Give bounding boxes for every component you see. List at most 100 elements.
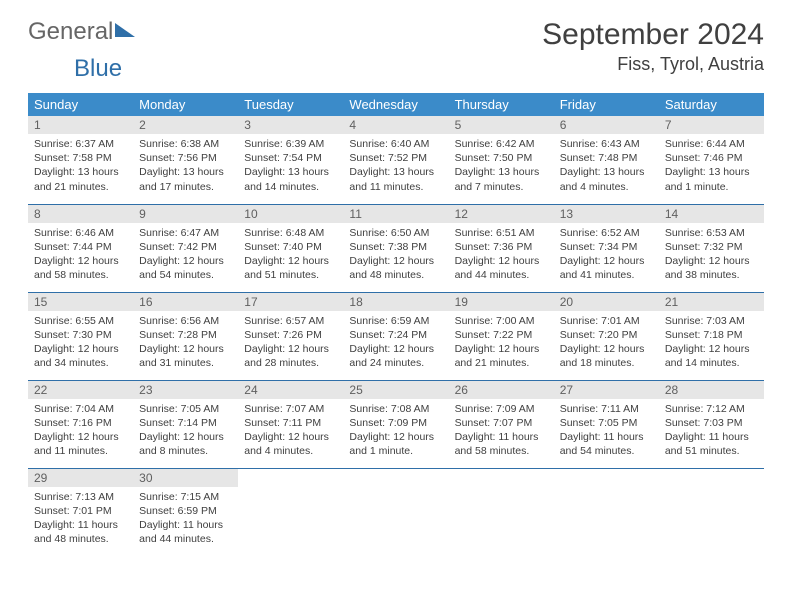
daylight-text: Daylight: 13 hours [34, 165, 127, 179]
weekday-header: Thursday [449, 93, 554, 116]
day-detail: Sunrise: 6:52 AMSunset: 7:34 PMDaylight:… [554, 223, 659, 287]
weekday-header: Saturday [659, 93, 764, 116]
day-cell [343, 468, 448, 556]
day-number: 26 [449, 381, 554, 399]
day-cell [449, 468, 554, 556]
day-number: 23 [133, 381, 238, 399]
sunset-text: Sunset: 7:38 PM [349, 240, 442, 254]
day-cell: 8Sunrise: 6:46 AMSunset: 7:44 PMDaylight… [28, 204, 133, 292]
day-number: 8 [28, 205, 133, 223]
day-cell: 28Sunrise: 7:12 AMSunset: 7:03 PMDayligh… [659, 380, 764, 468]
daylight-text: Daylight: 12 hours [244, 254, 337, 268]
day-cell: 26Sunrise: 7:09 AMSunset: 7:07 PMDayligh… [449, 380, 554, 468]
sunrise-text: Sunrise: 6:51 AM [455, 226, 548, 240]
daylight-text: Daylight: 12 hours [34, 430, 127, 444]
day-number: 5 [449, 116, 554, 134]
daylight-text: and 38 minutes. [665, 268, 758, 282]
day-cell: 30Sunrise: 7:15 AMSunset: 6:59 PMDayligh… [133, 468, 238, 556]
sunset-text: Sunset: 7:58 PM [34, 151, 127, 165]
weekday-header: Wednesday [343, 93, 448, 116]
daylight-text: Daylight: 11 hours [560, 430, 653, 444]
day-cell: 5Sunrise: 6:42 AMSunset: 7:50 PMDaylight… [449, 116, 554, 204]
daylight-text: and 4 minutes. [560, 180, 653, 194]
day-cell: 16Sunrise: 6:56 AMSunset: 7:28 PMDayligh… [133, 292, 238, 380]
sunset-text: Sunset: 7:54 PM [244, 151, 337, 165]
daylight-text: and 44 minutes. [455, 268, 548, 282]
daylight-text: Daylight: 12 hours [34, 254, 127, 268]
sunrise-text: Sunrise: 6:39 AM [244, 137, 337, 151]
sunrise-text: Sunrise: 7:12 AM [665, 402, 758, 416]
day-detail: Sunrise: 6:59 AMSunset: 7:24 PMDaylight:… [343, 311, 448, 375]
day-detail: Sunrise: 6:50 AMSunset: 7:38 PMDaylight:… [343, 223, 448, 287]
sunrise-text: Sunrise: 7:08 AM [349, 402, 442, 416]
day-cell [238, 468, 343, 556]
daylight-text: Daylight: 12 hours [34, 342, 127, 356]
sunset-text: Sunset: 7:56 PM [139, 151, 232, 165]
sunrise-text: Sunrise: 7:07 AM [244, 402, 337, 416]
sunrise-text: Sunrise: 6:48 AM [244, 226, 337, 240]
calendar-table: Sunday Monday Tuesday Wednesday Thursday… [28, 93, 764, 556]
day-number: 11 [343, 205, 448, 223]
day-detail: Sunrise: 7:04 AMSunset: 7:16 PMDaylight:… [28, 399, 133, 463]
day-number: 13 [554, 205, 659, 223]
day-cell: 4Sunrise: 6:40 AMSunset: 7:52 PMDaylight… [343, 116, 448, 204]
day-number: 24 [238, 381, 343, 399]
sunrise-text: Sunrise: 6:57 AM [244, 314, 337, 328]
brand-part1: General [28, 18, 113, 46]
day-number: 25 [343, 381, 448, 399]
day-cell: 12Sunrise: 6:51 AMSunset: 7:36 PMDayligh… [449, 204, 554, 292]
calendar-row: 22Sunrise: 7:04 AMSunset: 7:16 PMDayligh… [28, 380, 764, 468]
sunrise-text: Sunrise: 6:52 AM [560, 226, 653, 240]
sunrise-text: Sunrise: 6:42 AM [455, 137, 548, 151]
day-number: 6 [554, 116, 659, 134]
daylight-text: Daylight: 12 hours [349, 342, 442, 356]
day-cell: 18Sunrise: 6:59 AMSunset: 7:24 PMDayligh… [343, 292, 448, 380]
daylight-text: and 7 minutes. [455, 180, 548, 194]
day-number: 10 [238, 205, 343, 223]
day-number: 28 [659, 381, 764, 399]
daylight-text: Daylight: 12 hours [665, 254, 758, 268]
day-detail: Sunrise: 6:37 AMSunset: 7:58 PMDaylight:… [28, 134, 133, 198]
daylight-text: and 41 minutes. [560, 268, 653, 282]
sunset-text: Sunset: 7:50 PM [455, 151, 548, 165]
sunrise-text: Sunrise: 7:15 AM [139, 490, 232, 504]
day-cell: 11Sunrise: 6:50 AMSunset: 7:38 PMDayligh… [343, 204, 448, 292]
day-cell: 10 Sunrise: 6:48 AMSunset: 7:40 PMDayligh… [238, 204, 343, 292]
day-number: 15 [28, 293, 133, 311]
daylight-text: Daylight: 12 hours [349, 430, 442, 444]
daylight-text: Daylight: 12 hours [139, 342, 232, 356]
sunrise-text: Sunrise: 7:00 AM [455, 314, 548, 328]
location-text: Fiss, Tyrol, Austria [542, 54, 764, 75]
day-number: 30 [133, 469, 238, 487]
daylight-text: Daylight: 12 hours [455, 342, 548, 356]
month-title: September 2024 [542, 18, 764, 52]
sunset-text: Sunset: 7:40 PM [244, 240, 337, 254]
day-number: 12 [449, 205, 554, 223]
day-number: 21 [659, 293, 764, 311]
sunset-text: Sunset: 7:11 PM [244, 416, 337, 430]
day-number: 9 [133, 205, 238, 223]
sunrise-text: Sunrise: 7:11 AM [560, 402, 653, 416]
day-cell: 27Sunrise: 7:11 AMSunset: 7:05 PMDayligh… [554, 380, 659, 468]
sunset-text: Sunset: 7:24 PM [349, 328, 442, 342]
daylight-text: and 31 minutes. [139, 356, 232, 370]
sunset-text: Sunset: 7:52 PM [349, 151, 442, 165]
sunrise-text: Sunrise: 6:56 AM [139, 314, 232, 328]
sunrise-text: Sunrise: 6:38 AM [139, 137, 232, 151]
day-detail: Sunrise: 6:42 AMSunset: 7:50 PMDaylight:… [449, 134, 554, 198]
sunrise-text: Sunrise: 7:05 AM [139, 402, 232, 416]
day-cell: 7Sunrise: 6:44 AMSunset: 7:46 PMDaylight… [659, 116, 764, 204]
day-number: 3 [238, 116, 343, 134]
daylight-text: and 14 minutes. [244, 180, 337, 194]
day-detail: Sunrise: 6:46 AMSunset: 7:44 PMDaylight:… [28, 223, 133, 287]
day-number: 29 [28, 469, 133, 487]
sunrise-text: Sunrise: 6:40 AM [349, 137, 442, 151]
daylight-text: Daylight: 12 hours [560, 254, 653, 268]
day-detail: Sunrise: 6:44 AMSunset: 7:46 PMDaylight:… [659, 134, 764, 198]
daylight-text: and 1 minute. [665, 180, 758, 194]
weekday-header-row: Sunday Monday Tuesday Wednesday Thursday… [28, 93, 764, 116]
sunrise-text: Sunrise: 7:01 AM [560, 314, 653, 328]
sunset-text: Sunset: 7:28 PM [139, 328, 232, 342]
calendar-row: 1Sunrise: 6:37 AMSunset: 7:58 PMDaylight… [28, 116, 764, 204]
daylight-text: and 17 minutes. [139, 180, 232, 194]
